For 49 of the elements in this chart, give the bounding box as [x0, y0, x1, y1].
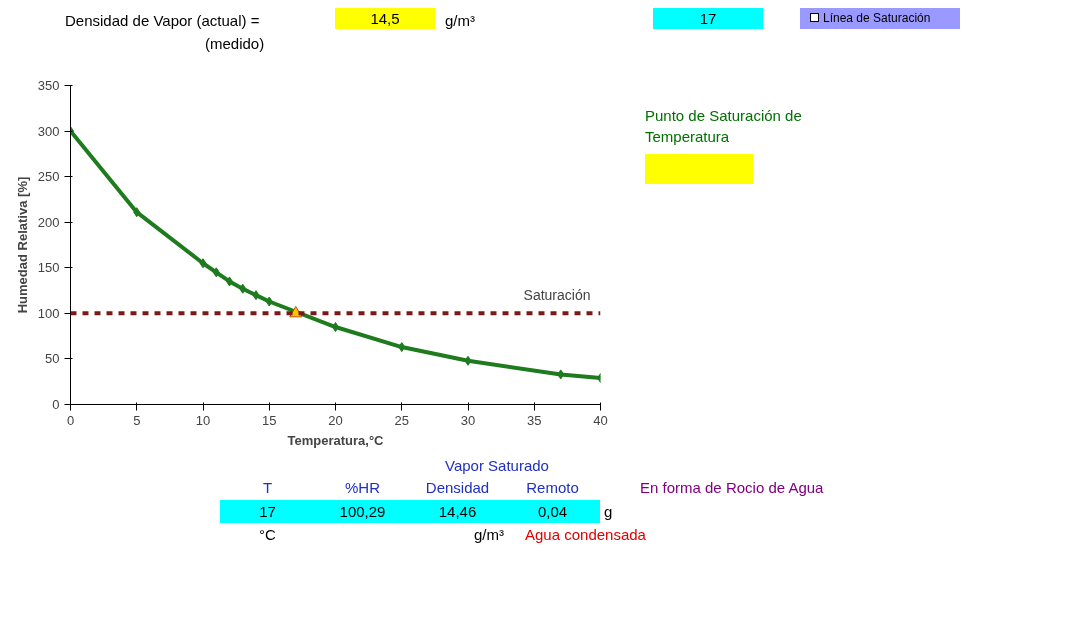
text: g/m³: [473, 525, 505, 546]
text: g: [603, 501, 614, 522]
text: Densidad de Vapor (actual) =: [65, 11, 260, 31]
y-tick-label: 300: [37, 123, 60, 139]
x-tick-label: 15: [262, 412, 277, 428]
y-tick-label: 250: [37, 169, 60, 185]
text: Densidad: [424, 478, 491, 499]
point: [252, 290, 260, 301]
y-tick-label: 150: [37, 260, 60, 276]
x-axis-title: Temperatura,°C: [287, 432, 385, 448]
x-tick-label: 0: [66, 412, 75, 428]
x-tick-label: 35: [527, 412, 542, 428]
text: 14,5: [335, 8, 435, 30]
text: 17: [653, 8, 763, 30]
point: [398, 342, 406, 353]
text: En forma de Rocio de Agua: [639, 478, 825, 499]
text: %HR: [344, 478, 381, 499]
text: T: [261, 478, 274, 499]
text: 100,29: [315, 499, 410, 524]
y-tick-label: 350: [37, 78, 60, 93]
text: 0,04: [505, 499, 600, 524]
point: [199, 258, 207, 269]
text: Remoto: [525, 478, 580, 499]
y-axis-title: Humedad Relativa [%]: [14, 176, 30, 314]
point: [133, 207, 141, 218]
x-tick-label: 30: [460, 412, 476, 428]
x-tick-label: 10: [195, 412, 211, 428]
text: 17: [220, 499, 315, 524]
x-tick-label: 25: [394, 412, 409, 428]
y-tick-label: 200: [37, 214, 60, 230]
ref-line-label: Saturación: [523, 287, 591, 304]
text: Agua condensada: [524, 525, 647, 546]
point: [265, 296, 273, 307]
text: Línea de Saturación: [800, 8, 961, 30]
text: Vapor Saturado: [445, 456, 550, 476]
point: [212, 267, 220, 278]
text: 14,46: [410, 499, 505, 524]
text: g/m³: [445, 11, 475, 31]
text: (medido): [205, 34, 265, 54]
point: [464, 355, 472, 366]
text: Punto de Saturación de Temperatura: [645, 106, 803, 148]
y-tick-label: 50: [45, 351, 60, 367]
y-tick-label: 100: [37, 305, 60, 321]
point: [239, 283, 247, 294]
text: °C: [258, 525, 277, 546]
x-tick-label: 20: [328, 412, 343, 428]
x-tick-label: 40: [593, 412, 608, 428]
y-tick-label: 0: [52, 397, 60, 412]
x-tick-label: 5: [133, 412, 141, 428]
